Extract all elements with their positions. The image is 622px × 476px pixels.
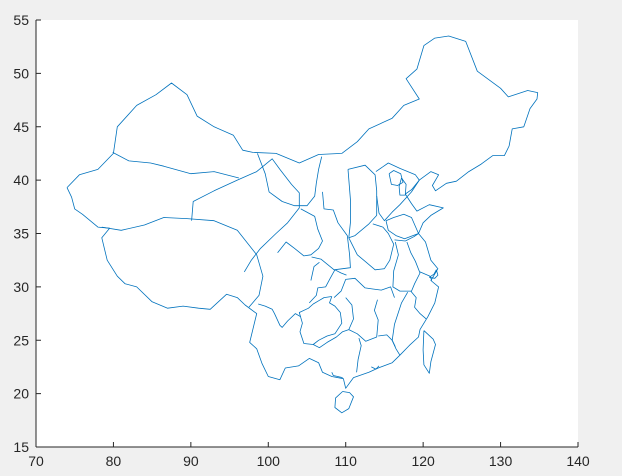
boundary-line-26	[258, 303, 302, 328]
boundary-line-7	[277, 208, 323, 257]
boundary-line-28	[310, 261, 320, 281]
boundary-line-31	[371, 365, 380, 370]
boundary-line-24	[356, 337, 362, 373]
axes-background	[36, 20, 578, 447]
boundary-line-11	[388, 170, 404, 186]
x-tick-label: 80	[106, 453, 122, 469]
boundary-line-20	[333, 277, 395, 298]
y-tick-label: 40	[13, 172, 29, 188]
x-tick-label: 110	[335, 453, 358, 469]
y-tick-label: 30	[13, 279, 29, 295]
china-province-boundaries	[66, 35, 539, 414]
boundary-line-30	[331, 372, 343, 378]
boundary-line-3	[112, 152, 239, 179]
boundary-line-4	[101, 217, 264, 308]
boundary-line-9	[347, 164, 378, 239]
boundary-line-5	[191, 158, 300, 273]
y-tick-label: 35	[13, 226, 29, 242]
boundary-line-2	[422, 330, 436, 374]
x-tick-label: 140	[566, 453, 590, 469]
boundary-line-21	[345, 297, 379, 342]
boundary-line-12	[398, 177, 407, 196]
boundary-line-14	[348, 223, 395, 271]
y-tick-label: 15	[13, 439, 29, 455]
boundary-line-6	[257, 153, 323, 207]
x-axis: 70 80 90 100 110 120 130 140	[28, 442, 590, 469]
y-tick-label: 25	[13, 332, 29, 348]
boundary-line-1	[334, 391, 354, 414]
boundary-line-23	[313, 329, 349, 349]
y-tick-label: 55	[13, 12, 29, 28]
x-tick-label: 120	[411, 453, 435, 469]
boundary-line-15	[394, 233, 419, 242]
boundary-line-29	[429, 269, 439, 279]
y-tick-label: 50	[13, 65, 29, 81]
boundary-line-8	[311, 191, 351, 271]
y-tick-label: 20	[13, 386, 29, 402]
x-tick-label: 100	[257, 453, 281, 469]
x-tick-label: 130	[489, 453, 513, 469]
x-tick-label: 70	[28, 453, 44, 469]
boundary-line-16	[392, 241, 421, 292]
boundary-line-25	[378, 334, 396, 347]
boundary-line-0	[66, 35, 539, 389]
y-tick-label: 45	[13, 119, 29, 135]
x-tick-label: 90	[183, 453, 199, 469]
boundary-line-10	[375, 162, 420, 222]
boundary-line-17	[419, 271, 433, 281]
boundary-line-19	[391, 291, 409, 356]
boundary-line-22	[298, 296, 343, 345]
boundary-line-27	[309, 269, 347, 304]
y-axis: 15 20 25 30 35 40 45 50 55	[13, 12, 41, 455]
boundary-line-18	[410, 290, 427, 320]
